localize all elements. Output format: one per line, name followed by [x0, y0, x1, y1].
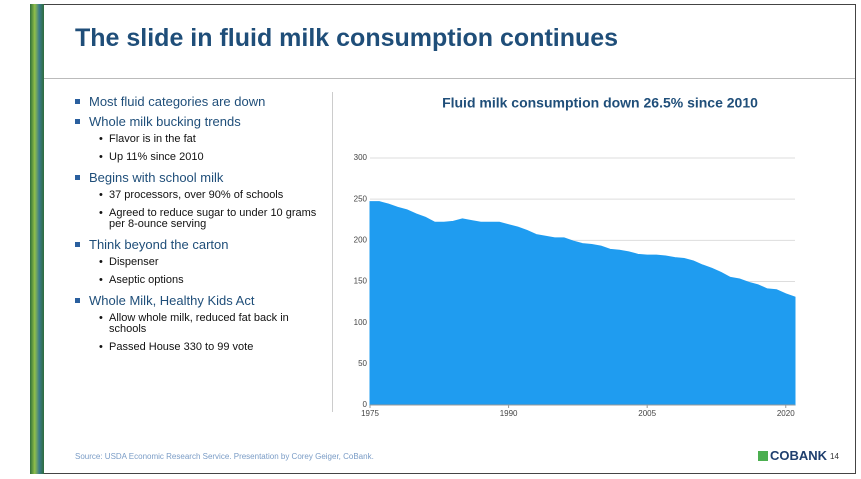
logo: COBANK: [758, 448, 827, 463]
sub-bullet: Flavor is in the fat: [99, 134, 327, 146]
title-rule: [44, 78, 855, 79]
bullet-list: Most fluid categories are down Whole milk…: [75, 90, 327, 360]
bullet: Think beyond the carton: [75, 237, 327, 252]
source-note: Source: USDA Economic Research Service. …: [75, 452, 374, 461]
bullet: Begins with school milk: [75, 170, 327, 185]
page-number: 14: [830, 452, 839, 461]
x-tick-label: 2020: [777, 409, 795, 418]
column-divider: [332, 92, 333, 412]
sub-bullet: Aseptic options: [99, 275, 327, 287]
y-tick-label: 50: [358, 359, 367, 368]
sub-bullet: Agreed to reduce sugar to under 10 grams…: [99, 208, 327, 230]
area: [369, 201, 796, 406]
bullet: Whole milk bucking trends: [75, 114, 327, 129]
chart-title: Fluid milk consumption down 26.5% since …: [442, 95, 758, 111]
decor-strip: [30, 4, 44, 474]
y-tick-label: 200: [354, 235, 368, 244]
bullet: Whole Milk, Healthy Kids Act: [75, 293, 327, 308]
y-tick-label: 0: [363, 400, 368, 409]
sub-bullet: Dispenser: [99, 257, 327, 269]
sub-bullet: Passed House 330 to 99 vote: [99, 342, 327, 354]
x-tick-label: 2005: [638, 409, 656, 418]
sub-bullet: 37 processors, over 90% of schools: [99, 190, 327, 202]
sub-bullet: Allow whole milk, reduced fat back in sc…: [99, 313, 327, 335]
y-tick-label: 150: [354, 277, 368, 286]
y-tick-label: 300: [354, 153, 368, 162]
bullet: Most fluid categories are down: [75, 94, 327, 109]
sub-bullet: Up 11% since 2010: [99, 152, 327, 164]
y-tick-label: 100: [354, 318, 368, 327]
slide-title: The slide in fluid milk consumption cont…: [75, 24, 619, 52]
y-tick-label: 250: [354, 194, 368, 203]
x-tick-label: 1975: [361, 409, 379, 418]
x-tick-label: 1990: [500, 409, 518, 418]
